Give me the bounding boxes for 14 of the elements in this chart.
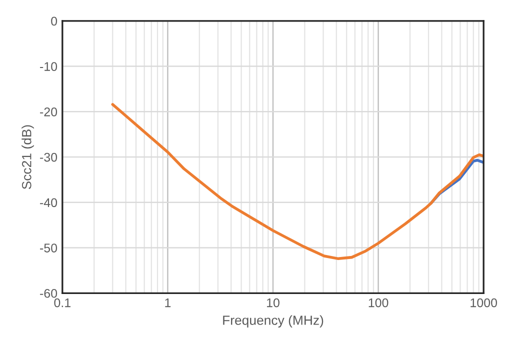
- y-tick-label: -50: [40, 244, 58, 252]
- x-tick-label: 10: [267, 298, 280, 308]
- y-tick-label: -30: [40, 152, 58, 162]
- x-tick-label: 0.1: [54, 298, 70, 308]
- y-tick-label: -40: [40, 198, 58, 208]
- x-tick-label: 1: [165, 298, 171, 308]
- x-tick-label: 100: [368, 298, 388, 308]
- x-tick-label: 1000: [470, 298, 498, 308]
- y-axis-title: Scc21 (dB): [22, 125, 34, 190]
- y-tick-label: 0: [51, 16, 58, 26]
- y-tick-label: -60: [40, 288, 58, 298]
- y-tick-label: -10: [40, 62, 58, 71]
- x-axis-title: Frequency (MHz): [223, 315, 324, 328]
- y-tick-label: -20: [40, 107, 58, 116]
